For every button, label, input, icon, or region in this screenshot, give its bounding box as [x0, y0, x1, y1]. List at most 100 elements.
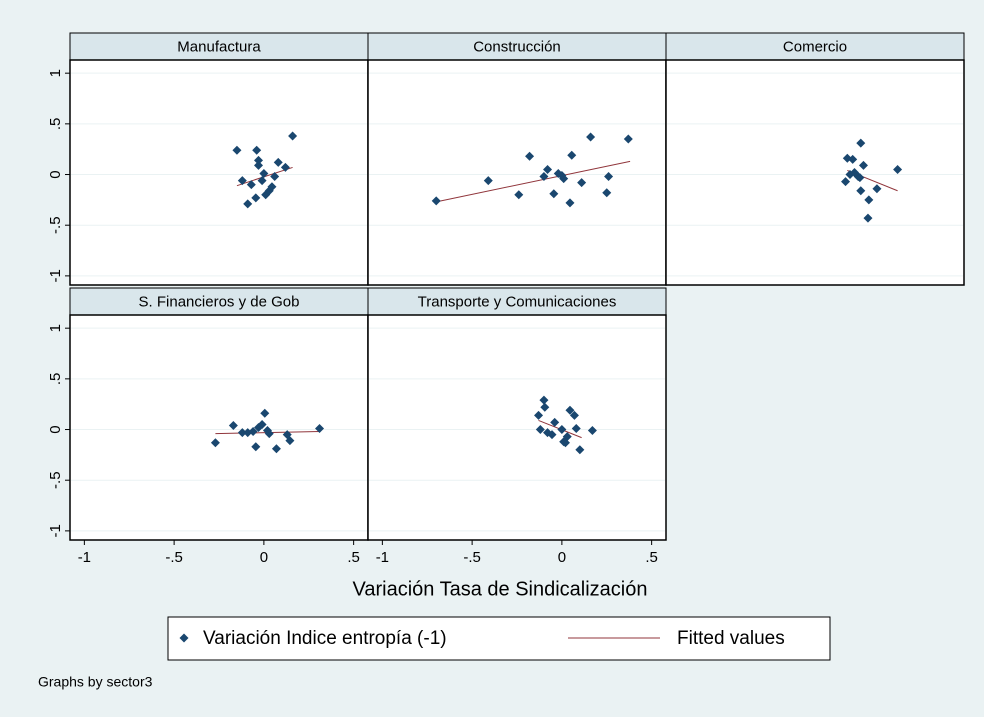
scatter-point — [557, 171, 567, 181]
scatter-point — [565, 405, 575, 415]
scatter-point — [253, 160, 263, 170]
scatter-point — [264, 429, 274, 439]
scatter-point — [210, 438, 220, 448]
scatter-point — [586, 132, 596, 142]
scatter-point — [259, 169, 269, 179]
x-axis-label: Variación Tasa de Sindicalización — [353, 578, 648, 600]
scatter-point — [569, 410, 579, 420]
x-tick-label: .5 — [347, 549, 360, 566]
panel-header — [367, 287, 667, 316]
scatter-point — [856, 186, 866, 196]
scatter-point — [604, 172, 614, 182]
scatter-point — [246, 180, 256, 190]
scatter-point — [237, 428, 247, 438]
scatter-point — [285, 436, 295, 446]
note: Graphs by sector3 — [38, 674, 153, 690]
plot-area — [665, 59, 965, 286]
x-tick-label: .5 — [645, 549, 658, 566]
scatter-point — [549, 189, 559, 199]
x-tick-label: -.5 — [463, 549, 481, 566]
scatter-point — [571, 424, 581, 434]
scatter-point — [288, 131, 298, 141]
scatter-point — [260, 408, 270, 418]
scatter-point — [273, 157, 283, 167]
scatter-point — [872, 184, 882, 194]
scatter-point — [577, 178, 587, 188]
scatter-point — [253, 155, 263, 165]
plot-area — [367, 314, 667, 541]
plot-area — [69, 314, 369, 541]
x-tick-label: -1 — [376, 549, 389, 566]
scatter-point — [855, 173, 865, 183]
scatter-point — [841, 177, 851, 187]
panel-header — [69, 32, 369, 61]
scatter-point — [848, 154, 858, 164]
x-tick-label: 0 — [260, 549, 268, 566]
panel-title: Construcción — [473, 38, 561, 55]
legend-label: Fitted values — [677, 628, 785, 649]
scatter-point — [228, 420, 238, 430]
scatter-point — [514, 190, 524, 200]
scatter-point — [271, 444, 281, 454]
scatter-point — [248, 427, 258, 437]
scatter-point — [858, 160, 868, 170]
scatter-point — [270, 172, 280, 182]
scatter-point — [602, 188, 612, 198]
y-tick-label: .5 — [47, 118, 64, 131]
plot-area — [367, 59, 667, 286]
y-tick-label: 0 — [47, 425, 64, 433]
scatter-point — [893, 164, 903, 174]
scatter-point — [539, 395, 549, 405]
legend-marker — [179, 633, 189, 643]
panel-header — [367, 32, 667, 61]
scatter-point — [543, 164, 553, 174]
scatter-point — [232, 145, 242, 155]
scatter-point — [540, 402, 550, 412]
x-tick-label: -1 — [78, 549, 91, 566]
scatter-point — [252, 145, 262, 155]
panel-title: Comercio — [783, 38, 847, 55]
scatter-point — [557, 425, 567, 435]
scatter-point — [251, 442, 261, 452]
scatter-point — [575, 445, 585, 455]
scatter-point — [251, 193, 261, 203]
panel-header — [665, 32, 965, 61]
y-tick-label: -.5 — [47, 471, 64, 489]
y-tick-label: -1 — [47, 269, 64, 282]
scatter-point — [483, 176, 493, 186]
scatter-point — [315, 424, 325, 434]
scatter-point — [587, 426, 597, 436]
panel-title: S. Financieros y de Gob — [139, 293, 300, 310]
scatter-point — [525, 151, 535, 161]
y-tick-label: .5 — [47, 373, 64, 386]
panel-title: Manufactura — [177, 38, 261, 55]
y-tick-label: 1 — [47, 69, 64, 77]
y-tick-label: 0 — [47, 170, 64, 178]
scatter-point — [539, 172, 549, 182]
x-tick-label: -.5 — [165, 549, 183, 566]
scatter-point — [257, 419, 267, 429]
scatter-point — [863, 213, 873, 223]
scatter-point — [534, 410, 544, 420]
y-tick-label: -1 — [47, 524, 64, 537]
x-tick-label: 0 — [558, 549, 566, 566]
scatter-point — [237, 176, 247, 186]
scatter-point — [431, 196, 441, 206]
scatter-point — [856, 138, 866, 148]
legend-box — [167, 616, 831, 661]
plot-area — [69, 59, 369, 286]
scatter-point — [560, 438, 570, 448]
scatter-point — [280, 162, 290, 172]
scatter-point — [567, 150, 577, 160]
fitted-line — [436, 160, 631, 203]
scatter-point — [864, 195, 874, 205]
scatter-point — [547, 430, 557, 440]
scatter-point — [623, 134, 633, 144]
scatter-point — [845, 170, 855, 180]
scatter-point — [257, 176, 267, 186]
panel-title: Transporte y Comunicaciones — [418, 293, 617, 310]
legend-label: Variación Indice entropía (-1) — [203, 628, 447, 649]
scatter-point — [535, 425, 545, 435]
y-tick-label: -.5 — [47, 216, 64, 234]
scatter-point — [550, 417, 560, 427]
